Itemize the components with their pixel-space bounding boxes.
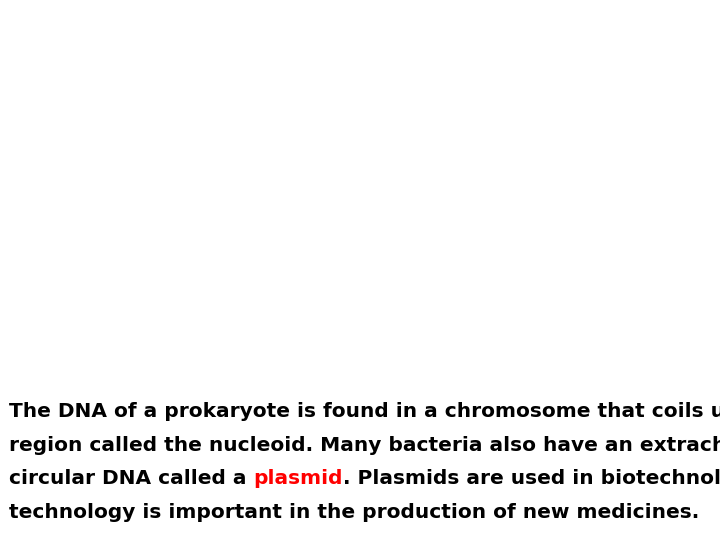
Text: circular DNA called a: circular DNA called a <box>9 469 253 488</box>
Text: technology is important in the production of new medicines.: technology is important in the productio… <box>9 503 699 522</box>
Text: region called the nucleoid. Many bacteria also have an extrachromosomal piece of: region called the nucleoid. Many bacteri… <box>9 436 720 455</box>
Text: plasmid: plasmid <box>253 469 343 488</box>
Text: The DNA of a prokaryote is found in a chromosome that coils up and is located in: The DNA of a prokaryote is found in a ch… <box>9 402 720 421</box>
Text: . Plasmids are used in biotechnology laboratories. This: . Plasmids are used in biotechnology lab… <box>343 469 720 488</box>
